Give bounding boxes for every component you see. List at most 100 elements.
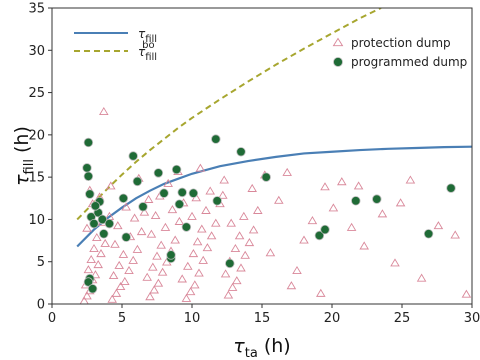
protection-dump-point [115,282,126,291]
protection-dump-point [328,203,339,212]
protection-dump-point [90,270,101,279]
protection-dump-point [220,269,231,278]
programmed-dump-point [82,163,92,173]
protection-dump-point [234,231,245,240]
protection-dump-point [163,178,173,187]
programmed-dump-point [211,134,221,144]
protection-dump-point [253,205,263,214]
protection-dump-point [107,294,117,303]
protection-dump-point [227,282,238,291]
legend-label-protection-dump: protection dump [351,36,451,50]
programmed-dump-point [118,193,129,203]
protection-dump-point [83,265,94,274]
protection-dump-point [218,190,228,199]
y-axis-label-unit: (h) [11,126,33,159]
protection-dump-point [316,288,326,297]
protection-dump-point [121,202,131,211]
protection-dump-point [93,260,103,269]
protection-dump-point [201,205,211,214]
protection-dump-point [320,182,330,191]
x-axis-label-unit: (h) [258,335,291,357]
protection-dump-point [190,280,200,289]
protection-dump-point [198,255,208,264]
protection-dump-point [206,231,217,240]
protection-dump-point [195,163,206,172]
protection-dump-point [265,248,276,257]
legend-label-fill: τfill [138,27,157,45]
protection-dump-point [177,274,187,283]
programmed-dump-point [446,183,456,193]
protection-dump-point [149,285,159,294]
x-tick-label: 0 [48,311,56,326]
protection-dump-point [143,194,154,203]
protection-dump-point [194,268,204,277]
protection-dump-point [181,293,192,302]
protection-dump-point [299,235,309,244]
protection-dump-point [286,281,297,290]
programmed-dump-point [128,151,138,161]
x-axis-label-sub: ta [245,346,258,360]
protection-dump-point [128,255,138,264]
protection-dump-point [142,272,152,281]
programmed-dump-point [83,277,94,287]
protection-dump-point [145,292,155,301]
curve-fill-bo [76,8,382,221]
programmed-dump-point [99,229,109,239]
protection-dump-point [167,205,178,214]
protection-dump-point [129,213,140,222]
protection-dump-point [86,254,96,263]
programmed-dump-point [153,168,164,178]
legend-marker-programmed-dump [333,57,343,67]
legend-label-symbol: τ [138,27,146,41]
protection-dump-point [132,244,143,253]
y-tick-label: 5 [37,255,45,270]
protection-dump-point [92,232,102,242]
programmed-dump-point [188,188,199,198]
protection-dump-point [274,195,284,204]
y-axis-label: τfill (h) [11,126,37,186]
protection-dump-point [114,260,124,269]
protection-dump-point [202,243,213,252]
protection-dump-point [148,262,158,271]
y-tick-label: 35 [28,2,45,17]
programmed-dump-point [104,218,115,229]
protection-dump-point [450,230,460,239]
protection-dump-point [139,207,150,216]
x-tick-label: 25 [394,311,411,326]
protection-dump-point [461,289,472,298]
y-tick-label: 15 [28,171,45,186]
protection-dump-point [240,250,250,259]
protection-dump-point [110,239,120,248]
protection-dump-point [292,265,302,274]
protection-dump-point [160,222,171,231]
programmed-dump-point [320,224,330,235]
protection-dump-point [187,211,197,220]
x-tick-label: 5 [118,311,126,326]
protection-dump-point [197,224,207,233]
protection-dump-point [106,181,116,190]
protection-dump-point [113,221,123,230]
protection-dump-point [223,290,234,299]
protection-dump-point [99,106,109,115]
programmed-dump-point [83,171,94,182]
protection-dump-point [226,218,236,227]
protection-dump-point [146,229,157,238]
protection-dump-point [111,288,122,297]
programmed-dump-point [177,187,187,198]
curves-layer [76,8,472,248]
legend-label-sub: fill [145,52,157,63]
protection-dump-point [185,287,196,296]
protection-dump-point [247,183,257,192]
y-axis-label-symbol: τ [11,174,33,186]
protection-dump-point [82,223,92,232]
protection-dump-point [136,227,147,236]
protection-dump-point [188,249,199,258]
legend-label-fill-bo: τfillbo [138,40,157,63]
protection-dump-point [89,243,99,253]
protection-dump-point [183,261,193,270]
protection-dump-point [248,225,259,234]
ticks-layer: 0 5 10 15 20 25 30 0 5 10 15 20 25 30 35 [28,2,480,327]
x-axis-label-symbol: τ [233,335,245,357]
